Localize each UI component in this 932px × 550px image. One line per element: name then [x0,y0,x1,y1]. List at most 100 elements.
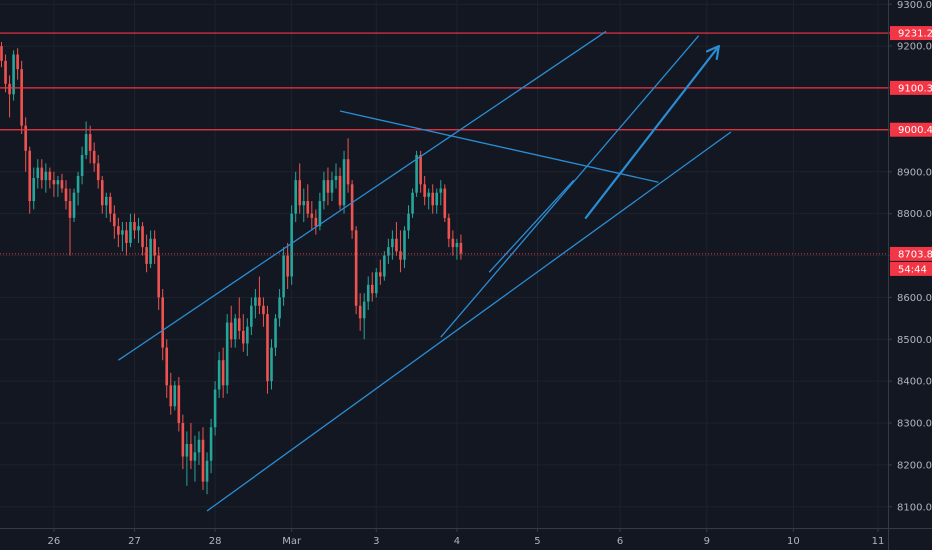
candle-bearish[interactable] [399,230,402,273]
candle-bearish[interactable] [141,222,144,256]
candle-bearish[interactable] [145,234,148,273]
candle-bullish[interactable] [185,431,189,486]
candle-bullish[interactable] [274,314,277,357]
candle-bullish[interactable] [290,205,293,285]
candle-bearish[interactable] [153,230,156,264]
candle-bullish[interactable] [415,150,418,197]
candle-bearish[interactable] [358,293,362,331]
candle-bullish[interactable] [84,121,88,160]
candle-bullish[interactable] [435,188,439,214]
candle-bearish[interactable] [350,180,354,239]
projection-arrow-head[interactable] [705,45,720,61]
candle-bearish[interactable] [338,167,342,210]
candle-bullish[interactable] [391,230,394,260]
candle-bullish[interactable] [209,418,213,474]
candle-bearish[interactable] [326,167,330,206]
candle-bullish[interactable] [254,289,257,319]
candle-bullish[interactable] [233,314,237,348]
candle-bearish[interactable] [237,297,241,340]
candle-bearish[interactable] [20,60,23,135]
horizontal-levels[interactable] [0,32,932,255]
candle-bullish[interactable] [76,171,80,206]
candle-bearish[interactable] [16,48,19,80]
candle-bearish[interactable] [113,205,116,239]
candle-bullish[interactable] [149,230,152,269]
candle-bearish[interactable] [258,276,261,315]
candle-bearish[interactable] [314,209,318,235]
candle-bullish[interactable] [12,50,15,101]
candle-bearish[interactable] [64,180,68,210]
candle-bullish[interactable] [129,213,132,248]
trendline[interactable] [118,30,607,361]
candle-bullish[interactable] [246,318,249,357]
candle-bearish[interactable] [169,372,173,415]
candle-bullish[interactable] [374,268,378,298]
candle-bearish[interactable] [266,305,269,394]
candle-bullish[interactable] [104,192,108,218]
candle-bearish[interactable] [109,192,112,223]
candle-bearish[interactable] [161,289,164,361]
candle-bearish[interactable] [4,54,7,93]
candle-bullish[interactable] [322,171,326,210]
candle-bearish[interactable] [48,167,52,189]
candle-bullish[interactable] [278,289,281,327]
candle-bearish[interactable] [221,347,225,398]
candle-bullish[interactable] [383,251,386,281]
candle-bearish[interactable] [443,184,447,223]
candle-bullish[interactable] [282,247,285,306]
trendline-drawings[interactable] [118,30,732,512]
trendline[interactable] [339,110,659,183]
candle-bearish[interactable] [459,234,463,260]
candle-bearish[interactable] [419,150,422,193]
candle-bearish[interactable] [117,217,120,248]
candle-bearish[interactable] [354,226,358,315]
candle-bearish[interactable] [431,184,435,214]
candle-bullish[interactable] [213,381,217,436]
candle-bearish[interactable] [24,117,27,172]
candle-bearish[interactable] [177,376,181,432]
candlestick-series[interactable] [0,41,463,495]
candle-bullish[interactable] [121,222,124,252]
candle-bearish[interactable] [423,175,426,206]
candle-bullish[interactable] [334,163,338,189]
candle-bullish[interactable] [403,226,406,269]
candle-bullish[interactable] [173,381,177,411]
candle-bullish[interactable] [362,293,366,340]
candle-bearish[interactable] [310,201,314,231]
candle-bullish[interactable] [205,452,209,495]
trendline[interactable] [488,179,575,273]
candle-bearish[interactable] [346,138,350,193]
candle-bearish[interactable] [298,163,302,214]
candle-bearish[interactable] [88,125,92,164]
candle-bullish[interactable] [36,159,40,189]
candle-bullish[interactable] [193,435,197,482]
candle-bullish[interactable] [330,171,334,202]
time-axis[interactable]: 26 27 28 Mar 3 4 5 6 9 10 11 [0,528,932,547]
candle-bearish[interactable] [40,159,44,189]
projection-arrow-shaft[interactable] [584,45,720,219]
candle-bullish[interactable] [294,171,297,223]
candle-bearish[interactable] [306,184,310,218]
candle-bullish[interactable] [407,205,410,239]
candle-bearish[interactable] [28,146,32,214]
candle-bearish[interactable] [0,41,3,68]
candle-bullish[interactable] [217,351,221,398]
trendline[interactable] [440,35,700,338]
candle-bullish[interactable] [455,238,459,260]
candle-bearish[interactable] [96,155,100,189]
trendline[interactable] [206,131,732,512]
candle-bearish[interactable] [262,297,265,327]
candle-bearish[interactable] [165,339,169,398]
candle-bearish[interactable] [201,427,205,491]
candle-bearish[interactable] [68,188,72,256]
candle-bearish[interactable] [379,259,382,285]
candle-bearish[interactable] [395,222,398,256]
candle-bearish[interactable] [229,305,233,348]
candle-bearish[interactable] [447,213,451,248]
candle-bullish[interactable] [80,146,84,185]
candle-bullish[interactable] [427,188,430,210]
candle-bullish[interactable] [197,431,201,465]
candle-bullish[interactable] [342,150,346,214]
candle-bullish[interactable] [366,276,370,310]
